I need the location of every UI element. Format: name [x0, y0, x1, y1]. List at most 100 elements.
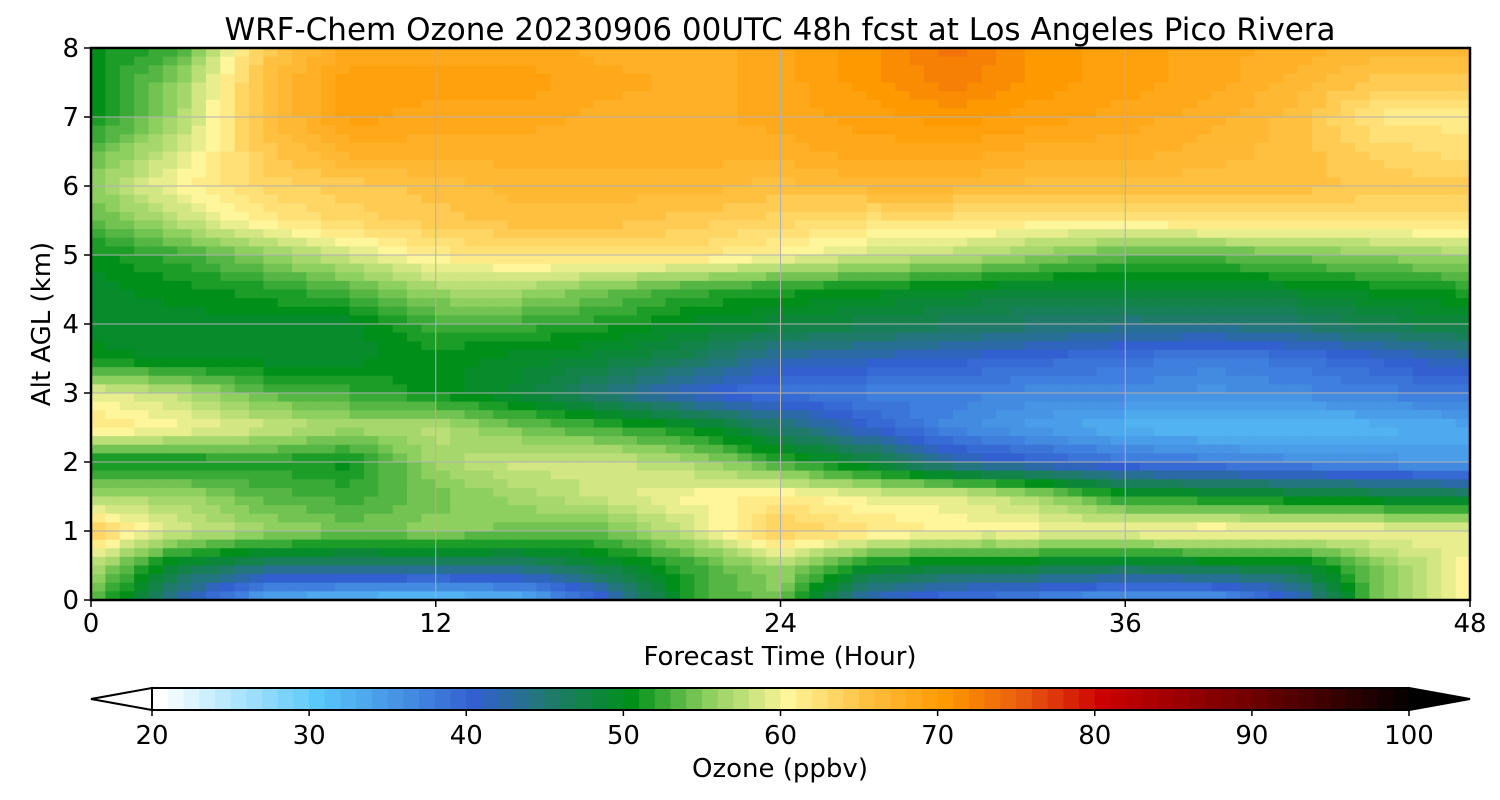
heatmap-cell: [723, 427, 738, 437]
heatmap-cell: [967, 341, 983, 351]
heatmap-cell: [679, 375, 695, 385]
heatmap-cell: [737, 194, 753, 204]
heatmap-cell: [622, 48, 638, 58]
heatmap-cell: [981, 332, 997, 342]
heatmap-cell: [1182, 56, 1198, 66]
heatmap-cell: [335, 358, 351, 368]
heatmap-cell: [105, 82, 121, 92]
heatmap-cell: [1441, 108, 1457, 118]
heatmap-cell: [349, 229, 365, 239]
heatmap-cell: [608, 56, 624, 66]
heatmap-cell: [1211, 203, 1227, 213]
heatmap-cell: [1311, 479, 1327, 489]
heatmap-cell: [1182, 306, 1198, 316]
heatmap-cell: [909, 427, 925, 437]
heatmap-cell: [435, 418, 451, 429]
heatmap-cell: [493, 418, 509, 429]
heatmap-cell: [751, 168, 767, 178]
heatmap-cell: [1369, 349, 1385, 360]
heatmap-cell: [292, 125, 308, 135]
heatmap-cell: [134, 56, 150, 66]
heatmap-cell: [392, 237, 408, 247]
heatmap-cell: [723, 470, 738, 480]
heatmap-cell: [1398, 272, 1414, 282]
heatmap-cell: [450, 298, 466, 308]
heatmap-cell: [981, 462, 997, 472]
heatmap-cell: [119, 91, 135, 101]
heatmap-cell: [407, 168, 422, 178]
heatmap-cell: [608, 246, 624, 256]
heatmap-cell: [450, 73, 466, 84]
heatmap-cell: [780, 134, 796, 144]
heatmap-cell: [895, 168, 911, 178]
heatmap-cell: [191, 349, 207, 360]
heatmap-cell: [1139, 280, 1155, 291]
heatmap-cell: [550, 272, 566, 282]
heatmap-cell: [1426, 186, 1442, 196]
heatmap-cell: [938, 220, 954, 230]
heatmap-cell: [794, 358, 810, 368]
heatmap-cell: [119, 306, 135, 316]
heatmap-cell: [349, 263, 365, 273]
heatmap-cell: [220, 280, 236, 291]
heatmap-cell: [1455, 117, 1470, 127]
heatmap-cell: [924, 358, 940, 368]
heatmap-cell: [909, 298, 925, 308]
heatmap-cell: [679, 427, 695, 437]
heatmap-cell: [723, 298, 738, 308]
heatmap-cell: [1225, 332, 1241, 342]
heatmap-cell: [119, 272, 135, 282]
heatmap-cell: [737, 237, 753, 247]
heatmap-cell: [320, 237, 336, 247]
heatmap-cell: [292, 142, 308, 153]
heatmap-cell: [421, 65, 437, 75]
heatmap-cell: [1326, 436, 1342, 446]
heatmap-cell: [981, 160, 997, 170]
heatmap-cell: [220, 349, 236, 360]
heatmap-cell: [392, 272, 408, 282]
heatmap-cell: [1082, 65, 1098, 75]
heatmap-cell: [809, 349, 825, 360]
heatmap-cell: [507, 91, 523, 101]
heatmap-cell: [608, 203, 624, 213]
heatmap-cell: [881, 349, 897, 360]
heatmap-cell: [780, 280, 796, 291]
heatmap-cell: [292, 453, 308, 463]
heatmap-cell: [967, 280, 983, 291]
heatmap-cell: [363, 82, 379, 92]
heatmap-cell: [1398, 453, 1414, 463]
heatmap-cell: [292, 82, 308, 92]
heatmap-cell: [335, 255, 351, 265]
heatmap-cell: [723, 142, 738, 153]
heatmap-cell: [1441, 367, 1457, 377]
heatmap-cell: [1067, 99, 1083, 109]
heatmap-cell: [450, 203, 466, 213]
heatmap-cell: [608, 108, 624, 118]
heatmap-cell: [780, 177, 796, 187]
heatmap-cell: [1139, 237, 1155, 247]
heatmap-cell: [378, 65, 394, 75]
heatmap-cell: [148, 73, 164, 84]
heatmap-cell: [349, 315, 365, 325]
heatmap-cell: [1383, 367, 1399, 377]
heatmap-cell: [1369, 48, 1385, 58]
heatmap-cell: [622, 203, 638, 213]
heatmap-cell: [363, 358, 379, 368]
heatmap-cell: [91, 470, 106, 480]
heatmap-cell: [737, 487, 753, 498]
heatmap-cell: [1398, 470, 1414, 480]
heatmap-cell: [349, 220, 365, 230]
heatmap-cell: [1398, 237, 1414, 247]
heatmap-cell: [622, 384, 638, 394]
heatmap-cell: [263, 142, 279, 153]
heatmap-cell: [924, 134, 940, 144]
heatmap-cell: [1268, 203, 1284, 213]
heatmap-cell: [1197, 470, 1213, 480]
heatmap-cell: [220, 263, 236, 273]
heatmap-cell: [249, 56, 264, 66]
heatmap-cell: [1125, 125, 1141, 135]
heatmap-cell: [636, 324, 652, 334]
heatmap-cell: [1441, 177, 1457, 187]
heatmap-cell: [435, 341, 451, 351]
heatmap-cell: [292, 410, 308, 420]
